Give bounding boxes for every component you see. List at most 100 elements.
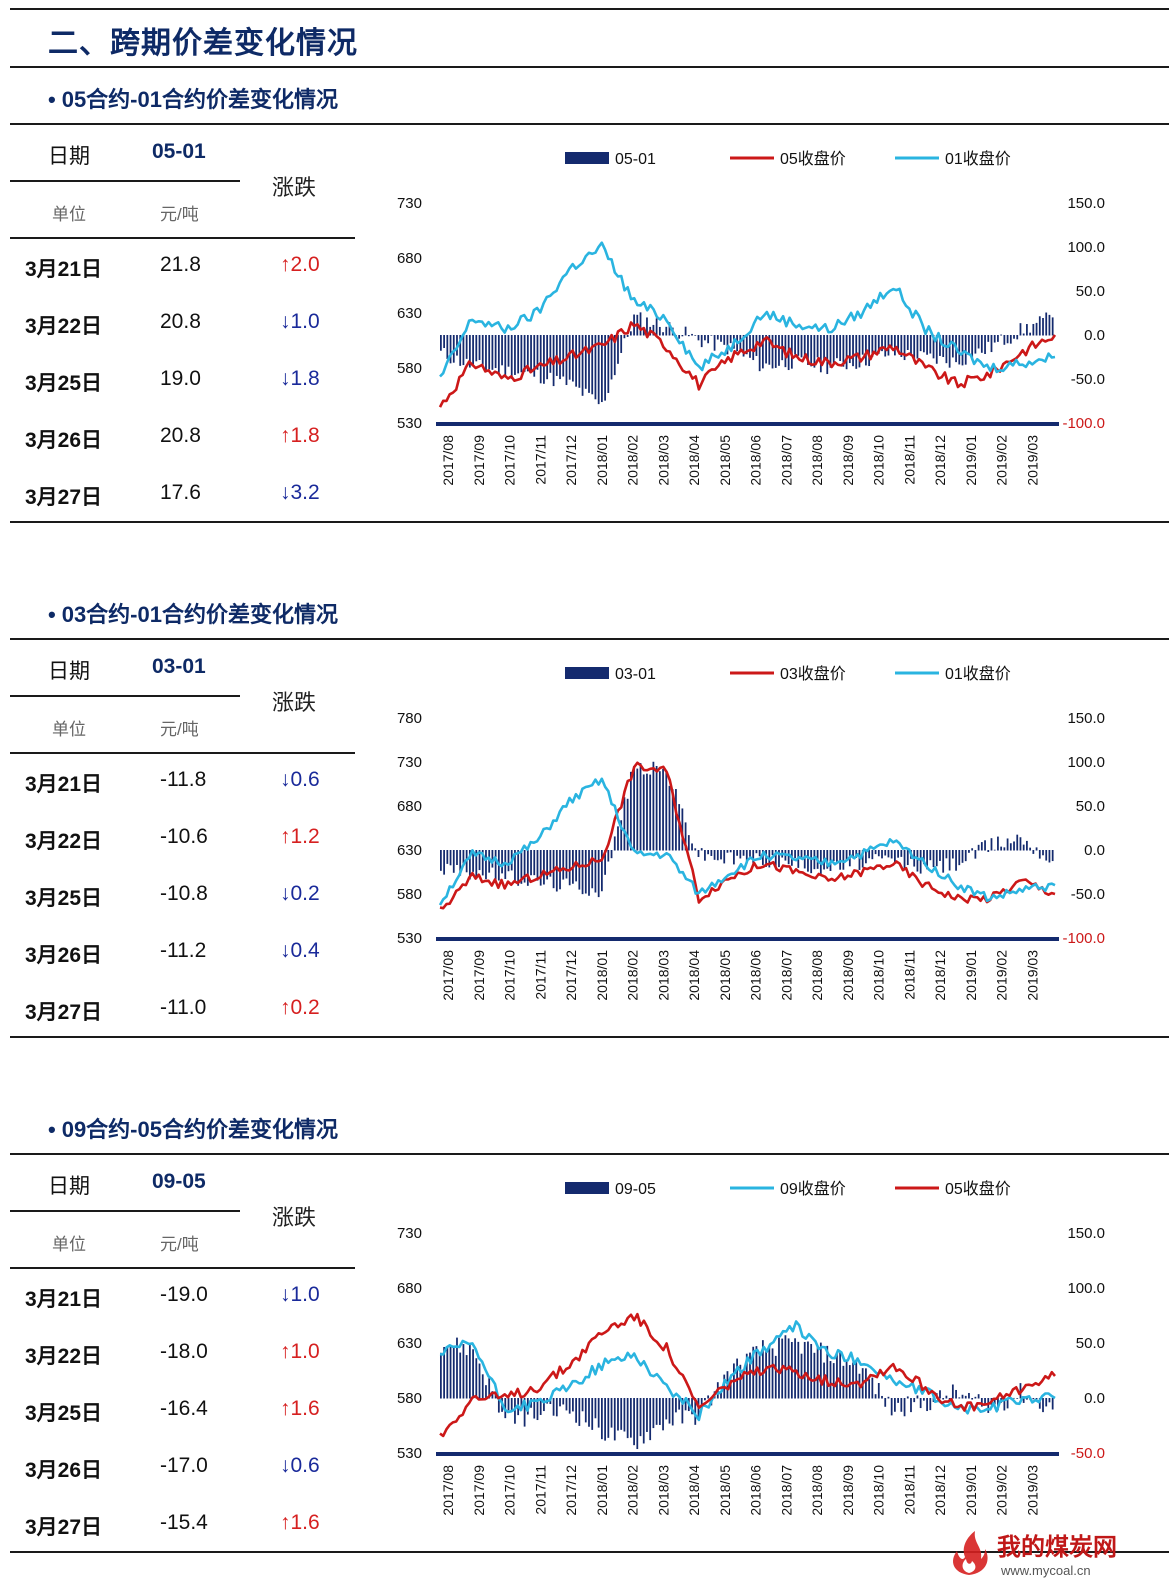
bar [681,1398,684,1424]
bar [758,335,761,372]
bar [543,335,545,384]
bar [684,326,687,336]
bar [646,773,648,851]
bar [771,850,774,856]
bar [700,1398,703,1406]
bar [726,335,729,355]
watermark: 我的煤炭网 www.mycoal.cn [939,1523,1149,1588]
bar [491,335,494,370]
x-axis-line [436,937,1059,941]
bullet-icon: • [48,602,56,627]
header-change-label: 涨跌 [272,175,317,200]
bar [958,850,961,866]
bar [1038,316,1041,336]
bar [555,1398,558,1417]
bar [832,335,835,364]
bar [742,335,745,357]
table-rule [10,1267,355,1269]
bar [1006,838,1009,851]
bar [823,335,825,362]
row-value: 20.8 [160,424,201,447]
bar [613,335,616,376]
bar [852,1362,854,1399]
bar [874,335,877,353]
bar [1009,335,1012,344]
table-rule [10,752,355,754]
bar [655,1398,658,1425]
bar [848,335,851,364]
left-tick-label: 730 [397,754,422,771]
x-tick-label: 2019/01 [963,1465,979,1516]
x-tick-label: 2018/04 [686,1465,702,1516]
bar [948,335,951,368]
bar [523,1398,526,1427]
left-tick-label: 630 [397,842,422,859]
bar [620,1398,623,1430]
x-tick-label: 2018/05 [717,1465,733,1516]
bar [501,850,503,874]
bar [1003,335,1006,345]
bar [449,850,452,866]
bar [990,838,993,851]
bar [794,850,796,859]
bar [497,335,500,374]
bar [600,335,603,403]
x-tick-label: 2018/04 [686,435,702,486]
bar [826,335,829,375]
bar [617,335,619,364]
bar [613,836,616,851]
bar [900,335,903,357]
bar [997,836,999,851]
x-tick-label: 2019/03 [1024,950,1040,1001]
bar [675,789,677,851]
bar [704,335,706,341]
bar [617,1398,619,1431]
bar [562,335,565,377]
row-value: -11.0 [160,996,207,1019]
row-change: ↓1.0 [280,310,320,333]
bar [829,1361,832,1399]
x-tick-label: 2017/10 [502,1465,518,1516]
bar [671,789,674,851]
bar [980,842,983,851]
bar [884,1398,887,1407]
row-value: 19.0 [160,367,201,390]
bar [559,335,561,380]
bar [678,335,681,339]
header-date-label: 日期 [48,660,90,683]
x-tick-label: 2018/12 [932,950,948,1001]
bar [485,335,487,372]
bar [961,335,964,366]
bar [543,1398,545,1412]
bar [800,850,803,858]
bar [452,1347,455,1399]
page-title: 二、跨期价差变化情况 [48,27,358,60]
right-tick-label: 100.0 [1067,239,1105,256]
bar [459,1352,462,1399]
bar [903,335,906,361]
bar [1026,1398,1028,1400]
bar [987,1398,990,1413]
legend-label: 03-01 [615,666,656,683]
bar [539,335,542,384]
bar [629,1398,632,1438]
bar [900,1398,903,1412]
bar [626,335,629,337]
bar [922,850,925,865]
bar [694,335,697,336]
left-tick-label: 630 [397,305,422,322]
x-tick-label: 2017/09 [471,435,487,486]
x-tick-label: 2019/01 [963,435,979,486]
bar [475,335,478,362]
bar [877,1383,880,1399]
bar [452,335,455,363]
bar [926,335,928,355]
x-tick-label: 2017/09 [471,1465,487,1516]
bar [720,335,722,342]
bar [1051,850,1054,862]
bar [514,335,516,375]
bar [504,335,507,377]
bar [491,1391,494,1399]
bar [633,1398,635,1446]
bar [610,335,613,380]
